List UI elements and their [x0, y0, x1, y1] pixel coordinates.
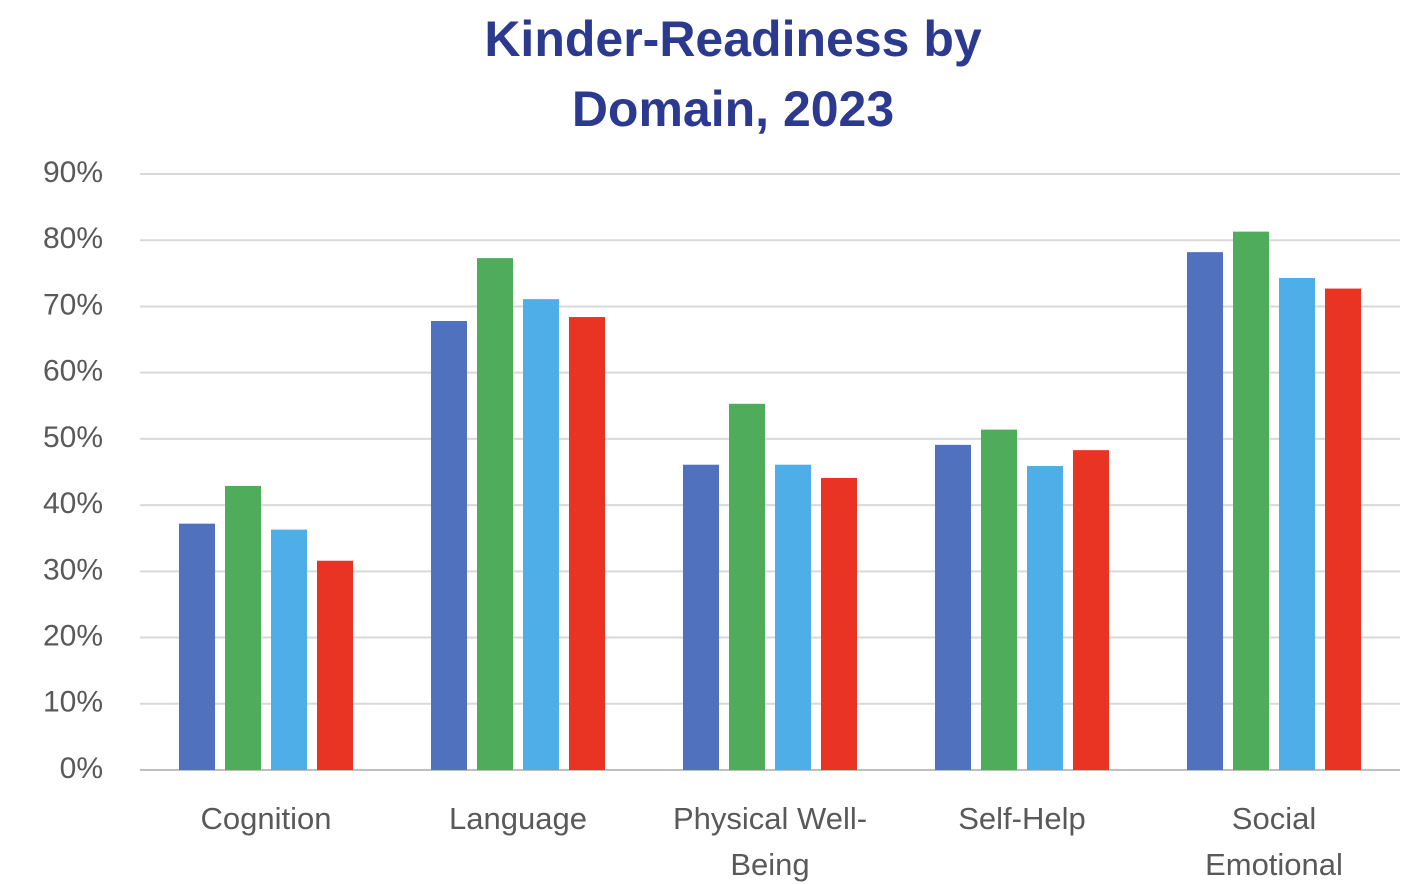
y-tick-label: 60% [43, 355, 103, 388]
bar [1187, 252, 1223, 771]
x-tick-label: Self-Help [958, 801, 1086, 836]
bar [1233, 231, 1269, 770]
bar [981, 429, 1017, 770]
bar [935, 444, 971, 770]
bar [1279, 277, 1315, 770]
y-tick-label: 20% [43, 619, 103, 652]
bar [523, 299, 559, 770]
y-tick-label: 0% [60, 752, 103, 785]
bar [821, 477, 857, 770]
bar [1325, 288, 1361, 770]
bar [225, 485, 261, 770]
bar [683, 464, 719, 770]
bar [477, 258, 513, 770]
y-tick-label: 10% [43, 686, 103, 719]
bar [1073, 450, 1109, 770]
bar [569, 317, 605, 770]
y-tick-label: 40% [43, 487, 103, 520]
y-tick-label: 80% [43, 222, 103, 255]
bar [1027, 466, 1063, 770]
bar [775, 464, 811, 770]
y-tick-label: 70% [43, 288, 103, 321]
bar [179, 523, 215, 770]
x-tick-label: Social Emotional [1205, 801, 1343, 882]
bar [271, 529, 307, 770]
y-tick-label: 90% [43, 156, 103, 189]
x-tick-label: Cognition [200, 801, 332, 836]
bar [317, 560, 353, 770]
bar [431, 321, 467, 770]
chart-title: Kinder-Readiness by Domain, 2023 [484, 11, 982, 137]
x-tick-label: Language [449, 801, 587, 836]
y-tick-label: 30% [43, 553, 103, 586]
y-tick-label: 50% [43, 421, 103, 454]
bar [729, 403, 765, 770]
x-tick-label: Physical Well-Being [672, 801, 868, 882]
